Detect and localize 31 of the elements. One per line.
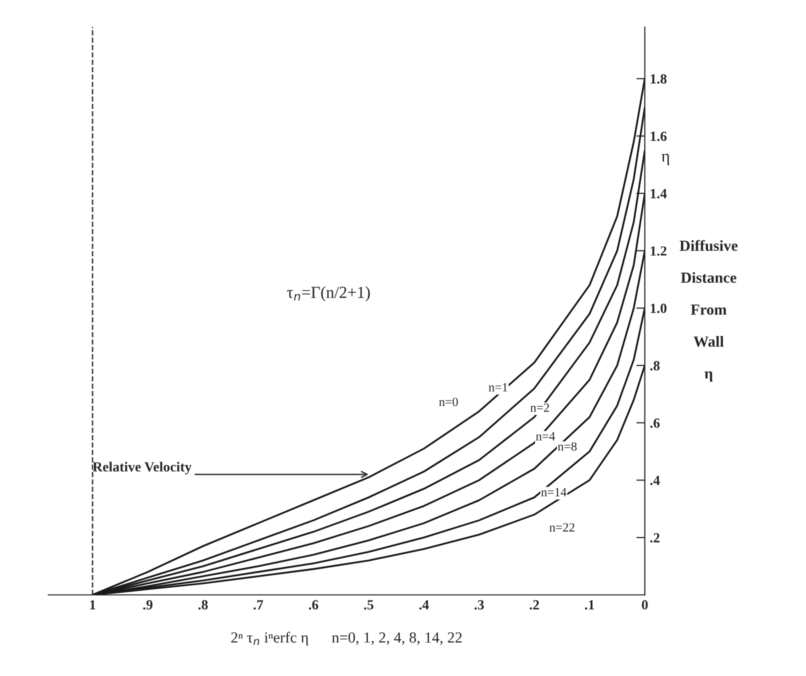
x-tick-label: .7	[254, 600, 264, 610]
x-tick-label: .3	[474, 600, 484, 610]
annotation: τ$_{n}$=Γ(n/2+1)	[287, 286, 370, 302]
x-axis-title: 2ⁿ τ$_{n}$ iⁿerfc η n=0, 1, 2, 4, 8, 14, 22	[231, 632, 462, 646]
x-tick-label: .8	[198, 600, 208, 610]
x-tick-label: 0	[642, 600, 648, 610]
y-tick-label: 1.8	[650, 74, 667, 84]
x-tick-label: .1	[584, 600, 594, 610]
y-tick-label: .8	[650, 361, 660, 370]
annotation: n=1	[488, 383, 508, 392]
y-tick-label: .4	[650, 476, 660, 486]
annotation: n=4	[536, 432, 556, 440]
y-tick-label: 1.2	[650, 246, 666, 256]
y-tick-label: 1.6	[650, 132, 667, 142]
annotation: n=14	[541, 488, 566, 496]
y-tick-label: .6	[650, 418, 660, 428]
y-tick-label: .2	[650, 533, 660, 543]
x-tick-label: .9	[143, 600, 152, 610]
annotation: n=22	[550, 523, 574, 532]
x-tick-label: .6	[308, 600, 318, 610]
x-tick-label: .2	[530, 600, 539, 610]
annotation: n=8	[558, 442, 577, 451]
y-tick-label: 1.0	[650, 304, 666, 314]
text: η	[662, 154, 670, 166]
x-tick-label: 1	[90, 600, 96, 610]
y-tick-label: 1.4	[650, 189, 667, 198]
x-tick-label: .5	[364, 600, 374, 610]
annotation: n=0	[439, 398, 458, 406]
annotation: n=2	[530, 403, 549, 412]
text: Diffusive Distance From Wall η	[680, 240, 738, 382]
x-tick-label: .4	[419, 600, 429, 610]
